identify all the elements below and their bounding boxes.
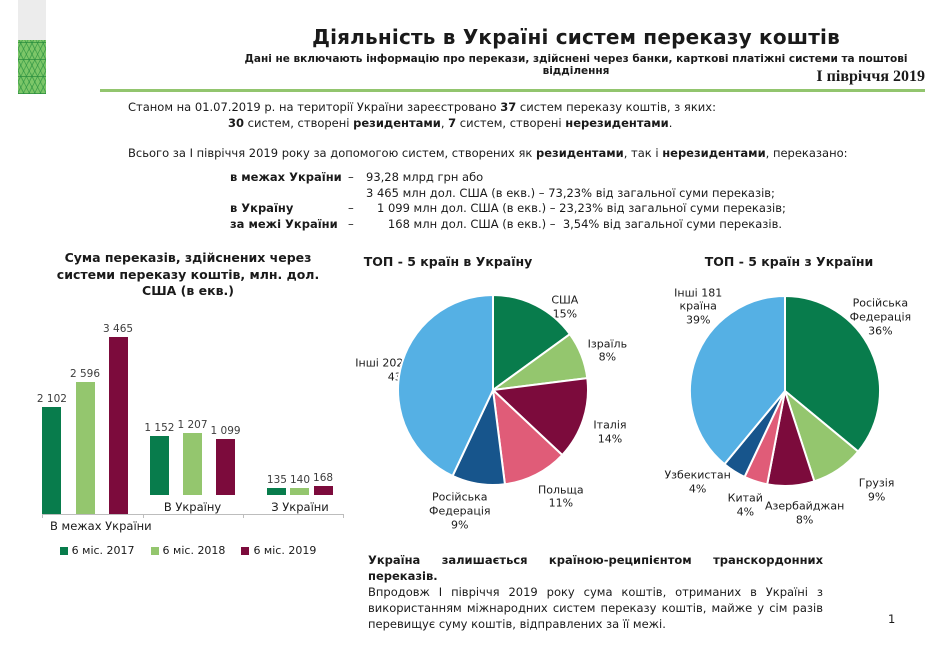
bar: [313, 486, 333, 495]
footer-note-heading: Україна залишається країною-реципієнтом …: [368, 553, 823, 583]
legend-label: 6 міс. 2019: [253, 544, 317, 557]
bar: [42, 406, 62, 514]
transfer-row-label: за межі України: [230, 216, 338, 231]
bar-value-label: 2 596: [69, 367, 101, 380]
bar: [183, 433, 202, 495]
transfer-row-label: в межах України: [230, 170, 342, 184]
bar-value-label: 2 102: [36, 392, 67, 405]
transfer-row-dash: –: [348, 170, 354, 184]
bar-category-label: В Україну: [163, 500, 222, 514]
bar-category-label: В межах України: [50, 519, 152, 533]
bar: [267, 488, 287, 495]
bar: [290, 487, 310, 495]
bar: [75, 381, 95, 514]
bar-chart: Сума переказів, здійснених через системи…: [28, 250, 348, 570]
transfer-row-label: [230, 186, 348, 202]
pie-slice: [491, 387, 564, 486]
pie-slice-label: Російська Федерація 36%: [849, 296, 912, 337]
pie-slice-label: Польща 11%: [538, 482, 584, 510]
intro-line-2: 30 систем, створені резидентами, 7 систе…: [228, 116, 673, 130]
legend-swatch: [150, 546, 159, 555]
divider-rule: [100, 89, 925, 92]
transfer-row-dash: –: [348, 216, 354, 231]
pie-slice-label: Італія 14%: [593, 418, 627, 445]
pie-slice-label: Ізраїль 8%: [587, 336, 628, 364]
legend-item: 6 міс. 2017: [59, 544, 135, 557]
bar-value-label: 140: [289, 473, 311, 486]
transfer-row-value: 3 465 млн дол. США (в екв.) – 73,23% від…: [366, 185, 775, 200]
corner-strip-gray: [18, 0, 46, 40]
pie-slice-label: Російська Федерація 9%: [429, 490, 491, 532]
pie-chart-to-ukraine-title: ТОП - 5 країн в Україну: [363, 254, 533, 269]
pie-svg: [397, 293, 589, 486]
bar-group: 1 152 1 207 1 099 В Україну: [144, 336, 240, 514]
pie-slice-label: США 15%: [551, 293, 579, 321]
transfer-row-label: в Україну: [230, 201, 294, 215]
bar-group: 2 102 2 596 3 465 В межах України: [37, 323, 152, 533]
intro-paragraph-1: Станом на 01.07.2019 р. на території Укр…: [128, 99, 716, 131]
bar-chart-axis: [42, 514, 344, 518]
bar: [108, 337, 128, 514]
bar-category-label: З України: [271, 500, 329, 514]
pie-slice: [490, 376, 589, 457]
pie-slice-label: Інші 181 країна 39%: [674, 286, 723, 327]
bar-chart-legend: 6 міс. 2017 6 міс. 2018 6 міс. 2019: [28, 544, 348, 557]
bar-chart-title: Сума переказів, здійснених через системи…: [56, 250, 320, 298]
legend-swatch: [59, 546, 68, 555]
transfer-row-value: 93,28 млрд грн або: [366, 170, 484, 184]
pie-slice-label: Азербайджан 8%: [765, 499, 845, 526]
bar-value-label: 168: [313, 472, 334, 485]
pie-slice-label: Китай 4%: [727, 491, 763, 519]
intro-line-1: Станом на 01.07.2019 р. на території Укр…: [128, 100, 716, 114]
transfer-row-value: 168 млн дол. США (в екв.) – 3,54% від за…: [366, 216, 783, 231]
transfer-row-dash: –: [348, 201, 354, 215]
pie-chart-from-ukraine-title: ТОП - 5 країн з України: [704, 254, 874, 269]
legend-item: 6 міс. 2019: [241, 544, 316, 557]
page-title: Діяльність в Україні систем переказу кош…: [312, 25, 840, 49]
transfer-row-dash: [348, 186, 366, 202]
legend-label: 6 міс. 2017: [71, 544, 135, 557]
bar-value-label: 3 465: [103, 323, 134, 336]
bar: [216, 439, 236, 495]
legend-label: 6 міс. 2018: [162, 544, 226, 557]
bar-value-label: 1 152: [144, 422, 175, 435]
pie-slice-label: Узбекистан 4%: [664, 468, 731, 495]
pie-chart-from-ukraine: ТОП - 5 країн з України Російська Федера…: [650, 248, 937, 548]
bar-chart-plot: 2 102 2 596 3 465 В межах України 1 152 1 207…: [37, 323, 335, 533]
pie-slice: [784, 294, 881, 453]
legend-swatch: [241, 546, 250, 555]
pie-chart-to-ukraine: ТОП - 5 країн в Україну США 15% Ізраїль 8% І…: [345, 248, 645, 548]
footer-note-text: Впродовж І півріччя 2019 року сума кошті…: [368, 585, 823, 631]
page-subtitle: Дані не включають інформацію про переказ…: [244, 53, 908, 77]
period-label: І півріччя 2019: [816, 68, 925, 85]
legend-item: 6 міс. 2018: [150, 544, 226, 557]
pie-slice: [492, 293, 572, 392]
bar-value-label: 135: [266, 474, 287, 487]
bar-group: 135 140 168 З України: [265, 336, 335, 514]
bar: [149, 436, 169, 495]
transfers-list: в межах України –93,28 млрд грн або 3 465 …: [230, 170, 786, 232]
page-number: 1: [888, 612, 896, 626]
logo-pattern: [18, 40, 46, 94]
pie-svg: [689, 294, 881, 487]
pie-slice: [689, 294, 786, 466]
pie-slice-label: Грузія 9%: [858, 476, 895, 503]
pie-slice: [397, 293, 494, 478]
bar-value-label: 1 099: [210, 425, 241, 437]
intro-paragraph-2: Всього за І півріччя 2019 року за допомо…: [128, 146, 848, 160]
footer-note: Україна залишається країною-реципієнтом …: [368, 552, 823, 632]
bar-value-label: 1 207: [177, 419, 208, 432]
transfer-row-value: 1 099 млн дол. США (в екв.) – 23,23% від…: [366, 201, 786, 215]
